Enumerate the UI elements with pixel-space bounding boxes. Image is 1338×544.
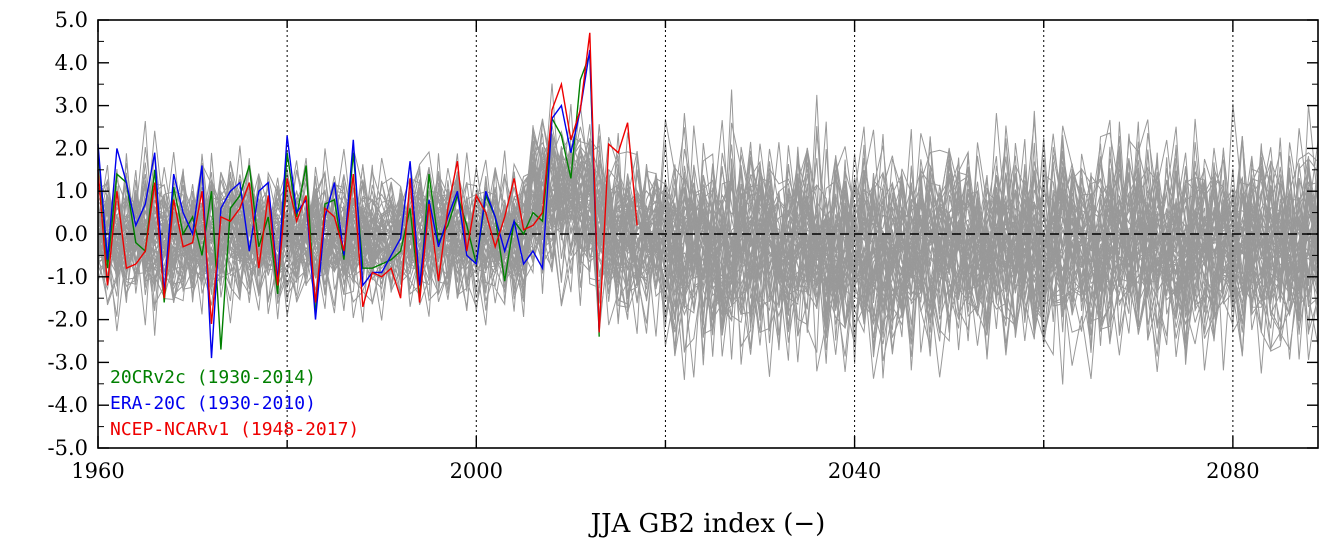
legend: 20CRv2c (1930-2014) ERA-20C (1930-2010) NC… [110, 367, 359, 440]
y-tick-label: -1.0 [48, 265, 89, 289]
x-tick-label: 2000 [450, 459, 503, 483]
y-tick-label: -5.0 [48, 436, 89, 460]
x-tick-label: 2040 [828, 459, 881, 483]
y-tick-label: 5.0 [55, 8, 88, 32]
series-lines [97, 32, 638, 359]
y-tick-label: -2.0 [48, 308, 89, 332]
ensemble-member-line [97, 126, 1319, 346]
legend-entry: NCEP-NCARv1 (1948-2017) [110, 419, 359, 440]
series-line-1 [97, 49, 600, 359]
x-tick-label: 2080 [1206, 459, 1259, 483]
x-tick-label: 1960 [71, 459, 124, 483]
legend-entry: 20CRv2c (1930-2014) [110, 367, 316, 388]
y-tick-label: -4.0 [48, 393, 89, 417]
ensemble-member-line [97, 139, 1319, 363]
y-tick-label: 4.0 [55, 51, 88, 75]
ensemble-lines [97, 83, 1319, 385]
axes [97, 19, 1319, 449]
ensemble-member-line [97, 130, 1319, 361]
tick-labels: 5.0 4.0 3.0 2.0 1.0 0.0 -1.0 -2.0 -3.0 -4.0 -5.019… [48, 8, 1260, 483]
x-axis-label: JJA GB2 index (−) [588, 509, 826, 539]
ensemble-member-line [97, 126, 1319, 371]
y-tick-label: -3.0 [48, 350, 89, 374]
ensemble-member-line [97, 142, 1319, 330]
legend-entry: ERA-20C (1930-2010) [110, 393, 316, 414]
y-tick-label: 3.0 [55, 94, 88, 118]
y-tick-label: 1.0 [55, 179, 88, 203]
series-line-2 [97, 32, 638, 333]
y-tick-label: 2.0 [55, 136, 88, 160]
grid [98, 20, 1318, 448]
y-tick-label: 0.0 [55, 222, 88, 246]
ensemble-member-line [97, 124, 1319, 379]
